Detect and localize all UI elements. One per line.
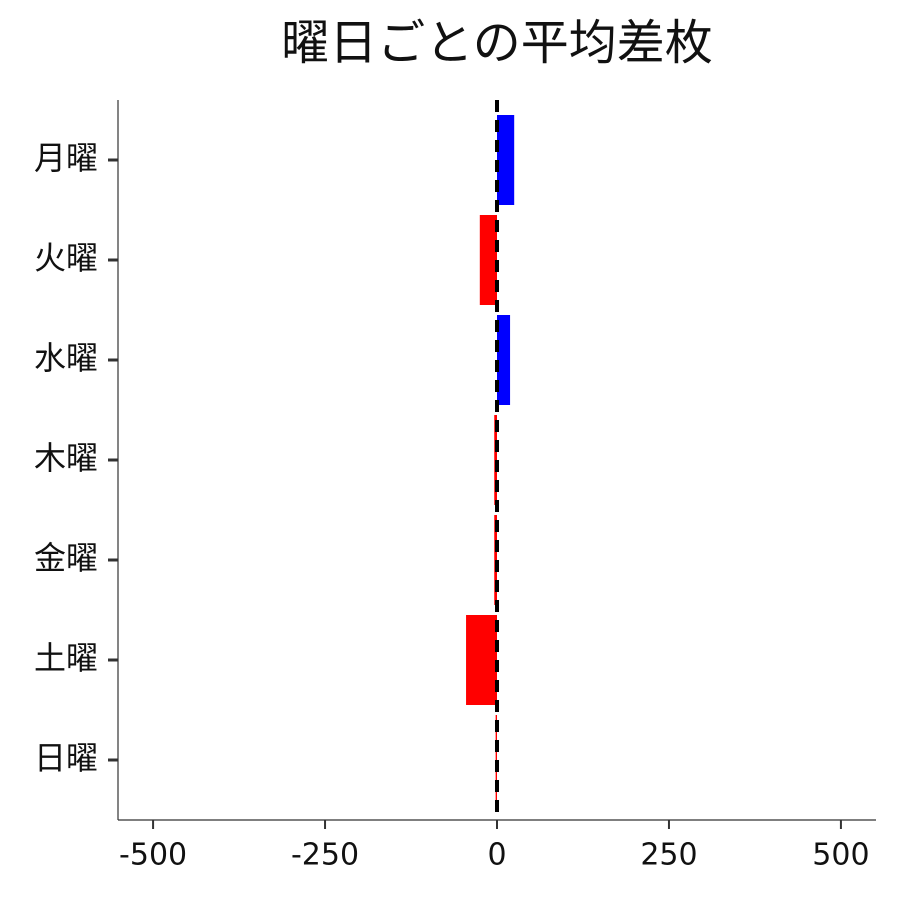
bar [497,315,511,405]
y-tick-label: 金曜 [34,539,98,577]
bar [497,115,515,205]
x-tick-label: -250 [291,838,359,873]
y-tick-label: 月曜 [34,139,98,177]
y-tick-label: 火曜 [34,239,98,277]
x-tick-label: 250 [640,838,697,873]
y-tick-label: 木曜 [34,439,98,477]
bar [479,215,497,305]
y-tick-label: 日曜 [34,739,98,777]
x-tick-label: -500 [119,838,187,873]
chart-title: 曜日ごとの平均差枚 [281,15,713,71]
bar [466,615,497,705]
y-tick-label: 土曜 [34,639,98,677]
x-tick-label: 0 [487,838,506,873]
y-tick-label: 水曜 [34,339,98,377]
x-tick-label: 500 [812,838,869,873]
